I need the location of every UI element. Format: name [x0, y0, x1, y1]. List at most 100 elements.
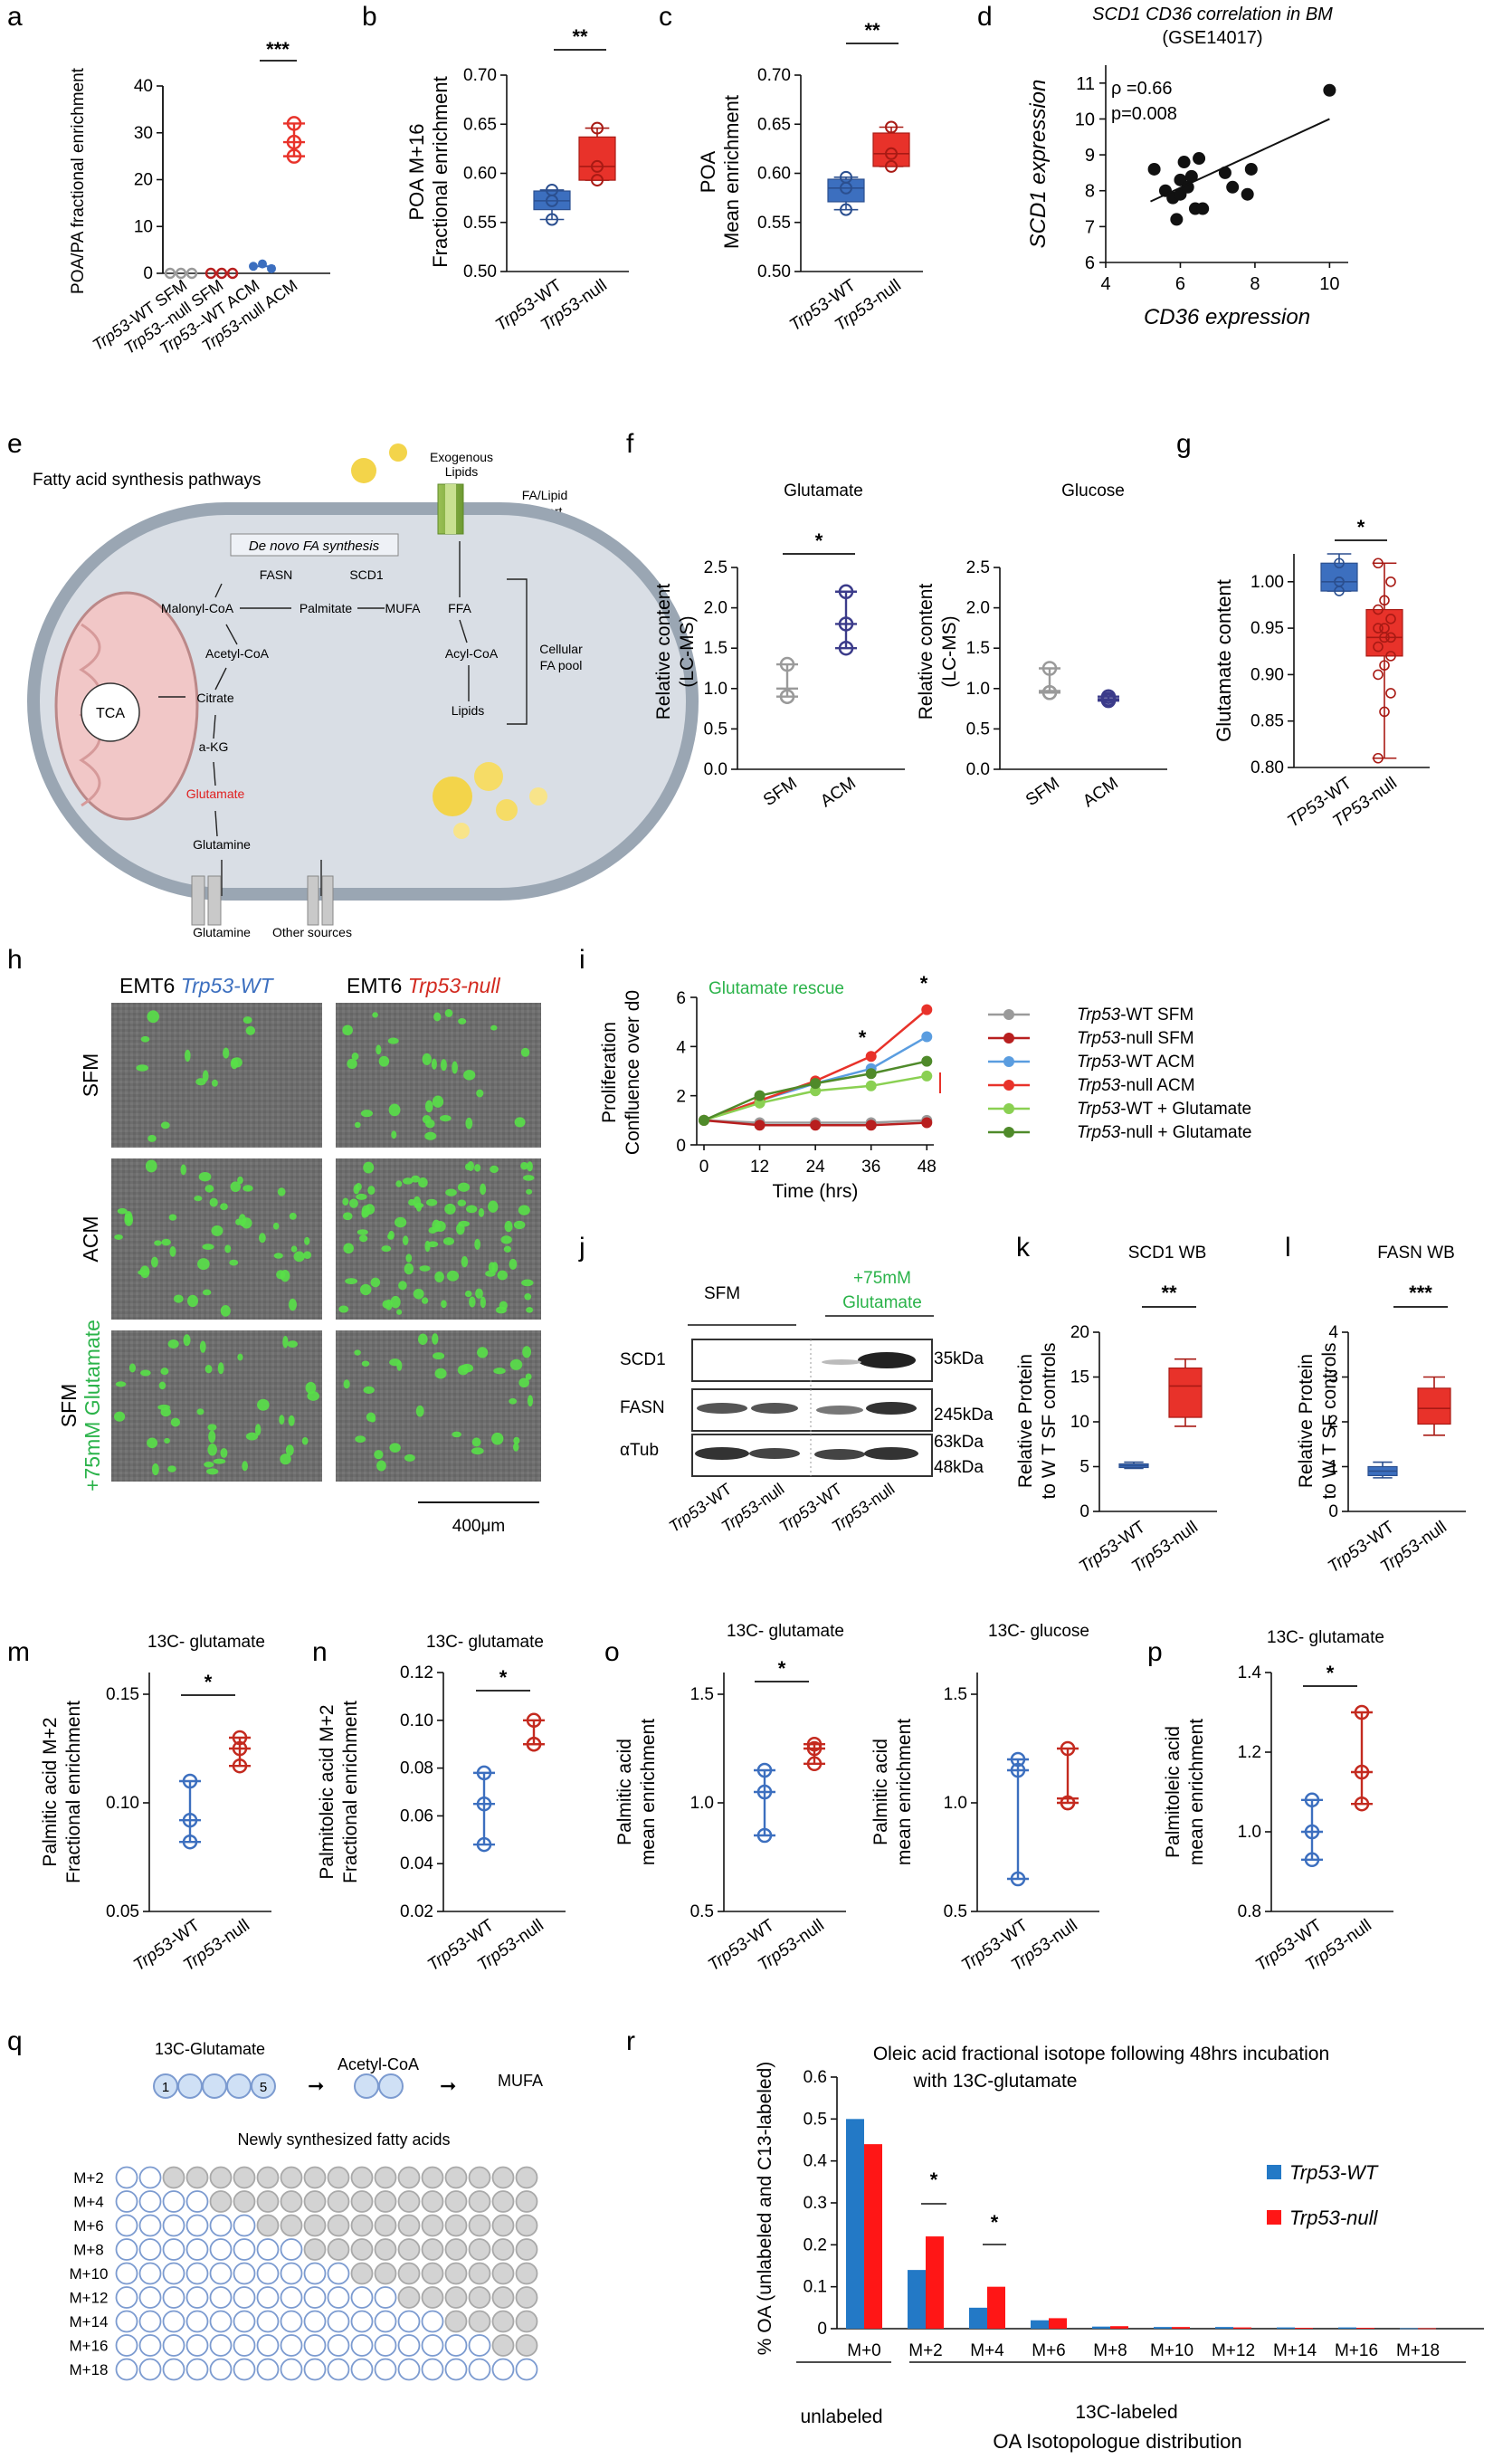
j-grp2a: +75mM — [853, 1269, 911, 1288]
r-legend-null: Trp53-null — [1289, 2206, 1379, 2229]
h-cell — [518, 1377, 529, 1387]
d-point — [1147, 162, 1161, 176]
b-ylabel: Fractional enrichment — [429, 76, 452, 268]
r-ylabel: % OA (unlabeled and C13-labeled) — [755, 2062, 775, 2356]
h-cell — [242, 1185, 253, 1192]
o-glutamate-point — [806, 1740, 823, 1757]
h-cell — [354, 1121, 361, 1129]
f-glutamate-ytick-label: 2.0 — [704, 599, 727, 618]
q-unlabeled-carbon — [280, 2190, 303, 2213]
g-point — [1373, 641, 1384, 653]
h-cell — [509, 1358, 523, 1370]
f-glutamate-xlabel: ACM — [817, 774, 860, 811]
h-cell — [527, 1395, 534, 1407]
q-unlabeled-carbon — [397, 2262, 421, 2285]
e-denovo: De novo FA synthesis — [249, 539, 380, 554]
h-cell — [363, 1161, 375, 1174]
q-unlabeled-carbon — [468, 2286, 491, 2309]
m-ytick-label: 0.15 — [106, 1685, 139, 1704]
h-cell — [343, 1243, 355, 1254]
e-lipid-droplet — [453, 823, 470, 839]
h-cell — [238, 1214, 247, 1226]
h-cell — [500, 1235, 512, 1244]
q-unlabeled-carbon — [374, 2214, 397, 2237]
q-labeled-carbon — [185, 2310, 209, 2333]
q-labeled-carbon — [303, 2262, 327, 2285]
f-glutamate-ytick-label: 0.0 — [704, 760, 727, 779]
i-point — [921, 1004, 933, 1015]
c-ytick-label: 0.65 — [757, 115, 791, 134]
o-glutamate-ylabel: mean enrichment — [638, 1719, 659, 1865]
h-cell — [167, 1339, 179, 1349]
n-ylabel: Fractional enrichment — [340, 1701, 361, 1883]
o-glucose-ylabel: mean enrichment — [894, 1719, 915, 1865]
q-labeled-carbon — [209, 2286, 233, 2309]
d-rho: ρ =0.66 — [1111, 79, 1173, 99]
q-labeled-carbon — [162, 2238, 185, 2261]
q-labeled-carbon — [115, 2286, 138, 2309]
h-cell — [457, 1182, 471, 1192]
q-labeled-carbon — [327, 2310, 350, 2333]
j-row-tub: αTub — [620, 1441, 659, 1460]
h-cell — [288, 1415, 295, 1426]
j-row-fasn: FASN — [620, 1398, 665, 1417]
r-xtick-label: M+18 — [1396, 2341, 1440, 2360]
h-cell — [202, 1289, 212, 1296]
r-legend-swatch-wt — [1267, 2165, 1281, 2179]
r-bar — [1215, 2327, 1233, 2329]
h-cell — [136, 1064, 149, 1072]
h-cell — [440, 1059, 447, 1072]
m-ytick-label: 0.05 — [106, 1902, 139, 1921]
h-cell — [522, 1346, 532, 1358]
q-labeled-carbon — [138, 2190, 162, 2213]
h-cell — [140, 1369, 151, 1377]
h-cell — [465, 1117, 473, 1129]
h-cell — [231, 1057, 242, 1068]
h-cell — [439, 1115, 452, 1122]
h-cell — [301, 1436, 309, 1445]
i-legend-marker — [1003, 1033, 1014, 1044]
q-row-label: M+16 — [70, 2338, 109, 2355]
q-unlabeled-carbon — [491, 2262, 515, 2285]
q-unlabeled-carbon — [233, 2190, 256, 2213]
f-glucose-ytick-label: 0.5 — [966, 720, 990, 739]
q-unlabeled-carbon — [233, 2166, 256, 2189]
panel-label-o: o — [604, 1637, 620, 1667]
i-legend-marker — [1003, 1103, 1014, 1114]
q-unlabeled-carbon — [491, 2214, 515, 2237]
m-point — [232, 1730, 248, 1746]
i-legend-label: Trp53-null SFM — [1077, 1029, 1194, 1048]
h-cell — [204, 1461, 214, 1468]
i-point — [699, 1114, 709, 1126]
k-ylabel: Relative Protein — [1015, 1354, 1036, 1488]
i-xtick-label: 36 — [861, 1158, 880, 1177]
q-labeled-carbon — [303, 2334, 327, 2357]
h-cell — [503, 1245, 512, 1253]
e-arrows — [158, 541, 528, 896]
g-ytick-label: 1.00 — [1250, 573, 1284, 592]
q-unlabeled-carbon — [350, 2262, 374, 2285]
panel-label-l: l — [1285, 1233, 1291, 1263]
i-xtick-label: 24 — [806, 1158, 826, 1177]
q-unlabeled-carbon — [444, 2214, 468, 2237]
q-labeled-carbon — [185, 2214, 209, 2237]
k-box — [1168, 1367, 1203, 1418]
q-labeled-carbon — [374, 2286, 397, 2309]
h-cell — [382, 1300, 391, 1309]
panel-l: l FASN WB 0 1 2 3 4 Relative Protein to W T SF… — [1285, 1233, 1466, 1577]
f-glucose-xlabel: SFM — [1022, 774, 1063, 810]
b-ytick-label: 0.50 — [463, 262, 497, 281]
h-cell — [417, 1333, 428, 1345]
r-ytick-label: 0.4 — [804, 2152, 828, 2171]
h-cell — [114, 1234, 123, 1240]
j-kda-63: 63kDa — [934, 1433, 984, 1452]
q-labeled-carbon — [115, 2214, 138, 2237]
k-ytick-label: 0 — [1079, 1502, 1089, 1521]
q-row-label: M+2 — [73, 2169, 104, 2187]
q-labeled-carbon — [515, 2358, 538, 2381]
o-glutamate-ytick-label: 0.5 — [690, 1902, 714, 1921]
h-cell — [195, 1078, 206, 1086]
h-cell — [206, 1468, 219, 1475]
h-cell — [526, 1188, 533, 1195]
c-ytick-label: 0.55 — [757, 214, 791, 233]
